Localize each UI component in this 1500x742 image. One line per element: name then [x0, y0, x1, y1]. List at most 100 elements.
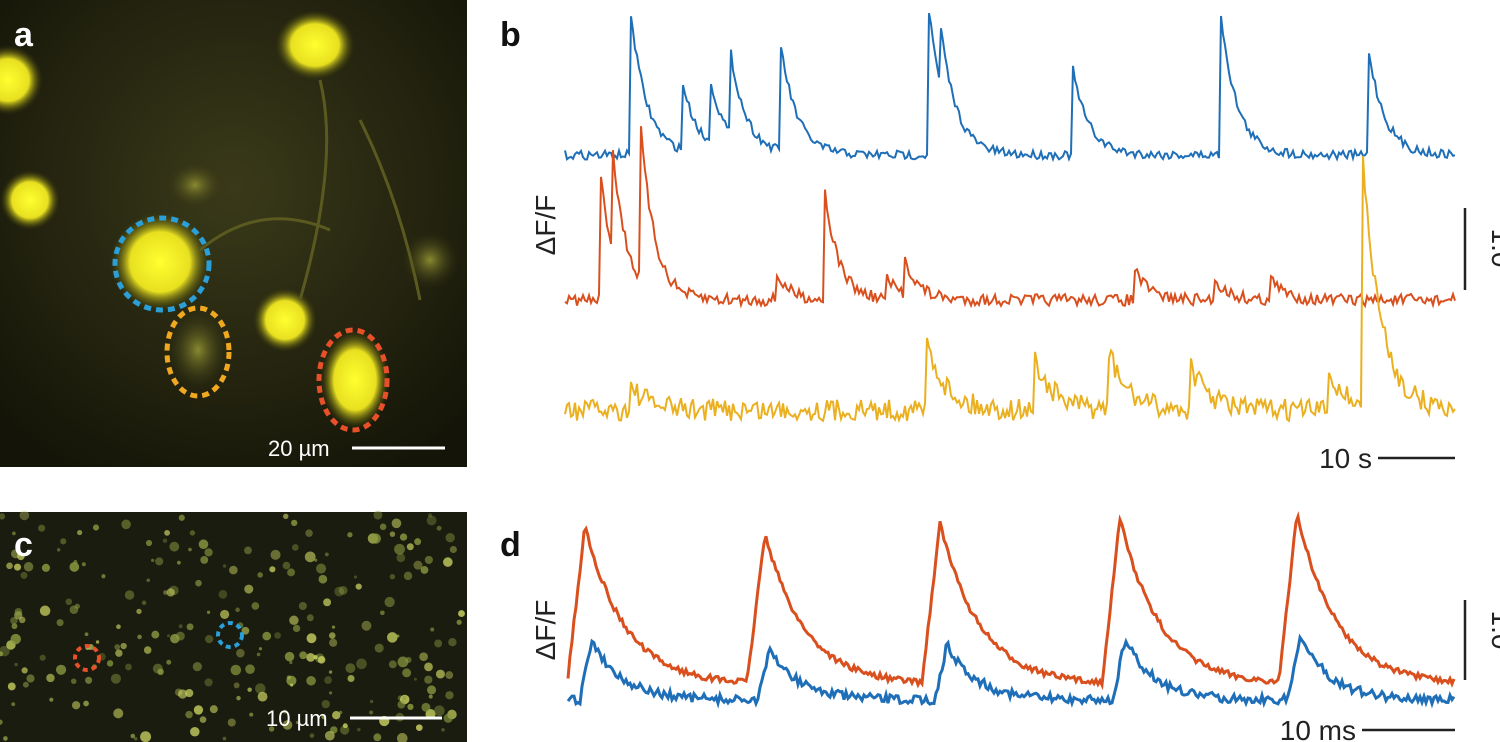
speckle	[290, 683, 294, 687]
speckle	[169, 541, 180, 552]
speckle	[394, 543, 405, 555]
speckle	[166, 634, 171, 638]
speckle	[10, 633, 21, 645]
speckle	[120, 642, 127, 650]
speckle	[424, 675, 433, 684]
speckle	[379, 523, 387, 531]
speckle	[401, 695, 407, 701]
speckle	[399, 533, 408, 541]
speckle	[396, 733, 408, 742]
speckle	[257, 691, 268, 702]
speckle	[222, 736, 227, 741]
speckle	[22, 681, 29, 688]
speckle	[295, 720, 300, 725]
speckle	[445, 691, 454, 700]
speckle	[206, 610, 211, 614]
speckle	[419, 652, 428, 662]
speckle	[26, 674, 35, 683]
speckle	[193, 705, 204, 715]
speckle	[389, 573, 396, 580]
speckle	[328, 670, 333, 674]
speckle	[140, 731, 152, 742]
speckle	[334, 586, 345, 597]
trace	[564, 126, 1456, 309]
speckle	[434, 639, 443, 648]
speckle	[125, 663, 132, 671]
speckle	[19, 510, 30, 521]
speckle	[114, 644, 121, 650]
trace	[564, 155, 1456, 424]
speckle	[433, 705, 445, 717]
speckle	[458, 610, 465, 618]
panel-label: d	[500, 526, 521, 564]
speckle	[403, 571, 413, 581]
speckle	[13, 563, 22, 571]
speckle	[258, 647, 263, 651]
speckle	[178, 514, 185, 521]
speckle	[0, 719, 3, 725]
speckle	[306, 675, 316, 686]
speckle	[166, 588, 175, 597]
trace	[566, 511, 1456, 691]
speckle	[84, 632, 89, 637]
speckle	[69, 562, 80, 572]
speckle	[289, 615, 299, 626]
speckle	[356, 658, 367, 670]
speckle	[456, 619, 462, 625]
speckle	[130, 733, 136, 739]
speckle	[11, 531, 16, 536]
speckle	[321, 699, 330, 709]
speckle	[81, 562, 86, 567]
speckle	[321, 714, 326, 720]
speckle	[415, 724, 423, 732]
speckle	[229, 565, 238, 575]
speckle	[314, 558, 318, 562]
speckle	[163, 590, 168, 595]
speckle	[195, 579, 202, 587]
scale-bar-label: 10 µm	[266, 706, 328, 731]
speckle	[309, 733, 315, 738]
speckle	[424, 555, 433, 564]
speckle	[347, 532, 353, 538]
speckle	[386, 632, 398, 643]
speckle	[65, 598, 73, 606]
y-label: ΔF/F	[530, 195, 561, 256]
speckle	[21, 667, 28, 674]
speckle	[249, 712, 254, 717]
speckle	[230, 664, 242, 676]
speckle	[92, 524, 100, 531]
speckle	[141, 600, 147, 606]
speckle	[188, 547, 192, 552]
speckle	[384, 596, 395, 608]
speckle	[0, 645, 10, 657]
speckle	[49, 697, 54, 702]
speckle	[443, 713, 453, 723]
speckle	[189, 530, 196, 536]
speckle	[101, 574, 106, 579]
speckle	[136, 608, 142, 615]
y-scale: 1.0	[1486, 229, 1500, 268]
speckle	[6, 562, 13, 570]
speckle	[134, 737, 138, 741]
speckle	[282, 561, 291, 570]
speckle	[306, 633, 317, 644]
panel-label: b	[500, 16, 521, 54]
speckle	[424, 662, 433, 672]
speckle	[14, 662, 18, 667]
speckle	[361, 620, 372, 631]
speckle	[113, 708, 124, 719]
speckle	[313, 654, 318, 660]
speckle	[116, 624, 121, 630]
speckle	[185, 710, 193, 719]
speckle	[236, 695, 241, 701]
speckle	[369, 710, 374, 715]
speckle	[0, 651, 4, 657]
speckle	[204, 678, 213, 687]
speckle	[10, 616, 18, 625]
speckle	[413, 560, 423, 570]
speckle	[151, 630, 160, 639]
speckle	[287, 568, 296, 577]
speckle	[110, 673, 121, 684]
speckle	[324, 676, 332, 684]
